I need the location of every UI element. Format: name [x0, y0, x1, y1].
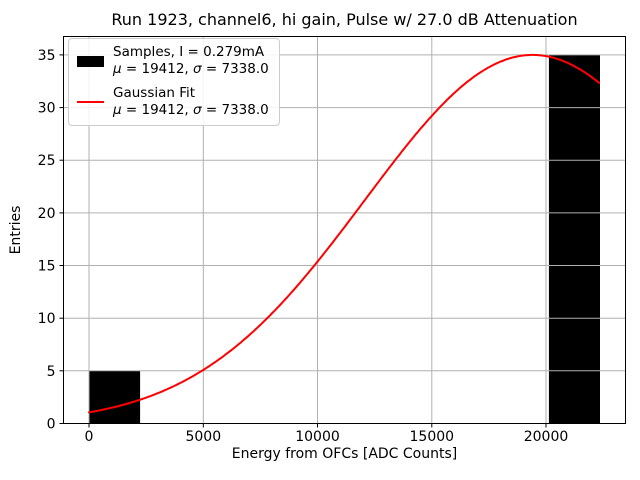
legend-entry-samples: Samples, I = 0.279mA μ = 19412, σ = 7338… [77, 44, 269, 78]
y-tick-label: 10 [38, 311, 56, 327]
axes-border [63, 36, 626, 424]
legend-fit-label: Gaussian Fit [113, 85, 196, 101]
sigma-value: = 7338.0 [201, 61, 269, 77]
x-tick-label: 15000 [410, 429, 455, 445]
mu-symbol: μ [113, 61, 122, 77]
legend-entry-text: Gaussian Fit μ = 19412, σ = 7338.0 [113, 85, 269, 119]
samples-swatch [77, 55, 104, 67]
chart-title: Run 1923, channel6, hi gain, Pulse w/ 27… [111, 10, 578, 29]
mu-value: = 19412, [121, 61, 194, 77]
legend-handle-column [77, 55, 104, 67]
sigma-value: = 7338.0 [201, 102, 269, 118]
gaussian-fit-swatch [77, 100, 104, 104]
legend-samples-label: Samples, I = 0.279mA [113, 44, 265, 60]
x-tick-label: 10000 [295, 429, 340, 445]
x-tick-label: 5000 [185, 429, 221, 445]
histogram-bar [548, 54, 600, 424]
sigma-symbol: σ [193, 61, 202, 77]
y-tick-label: 25 [38, 153, 56, 169]
y-tick-label: 30 [38, 101, 56, 117]
y-tick-label: 15 [38, 259, 56, 275]
y-axis-label: Entries [8, 205, 24, 255]
gaussian-fit-curve [88, 53, 600, 414]
y-tick-label: 35 [38, 48, 56, 64]
x-axis-label: Energy from OFCs [ADC Counts] [231, 446, 458, 462]
mu-value: = 19412, [121, 102, 194, 118]
legend: Samples, I = 0.279mA μ = 19412, σ = 7338… [68, 38, 280, 126]
legend-fit-stats: μ = 19412, σ = 7338.0 [113, 102, 269, 119]
legend-handle-column [77, 100, 104, 104]
legend-samples-stats: μ = 19412, σ = 7338.0 [113, 61, 269, 78]
y-tick-label: 5 [47, 364, 56, 380]
histogram-bar [89, 370, 141, 424]
y-tick-label: 20 [38, 206, 56, 222]
x-tick-label: 0 [85, 429, 94, 445]
x-tick-label: 20000 [524, 429, 569, 445]
mu-symbol: μ [113, 102, 122, 118]
legend-entry-gaussian-fit: Gaussian Fit μ = 19412, σ = 7338.0 [77, 85, 269, 119]
sigma-symbol: σ [193, 102, 202, 118]
legend-entry-text: Samples, I = 0.279mA μ = 19412, σ = 7338… [113, 44, 269, 78]
y-tick-label: 0 [47, 417, 56, 433]
